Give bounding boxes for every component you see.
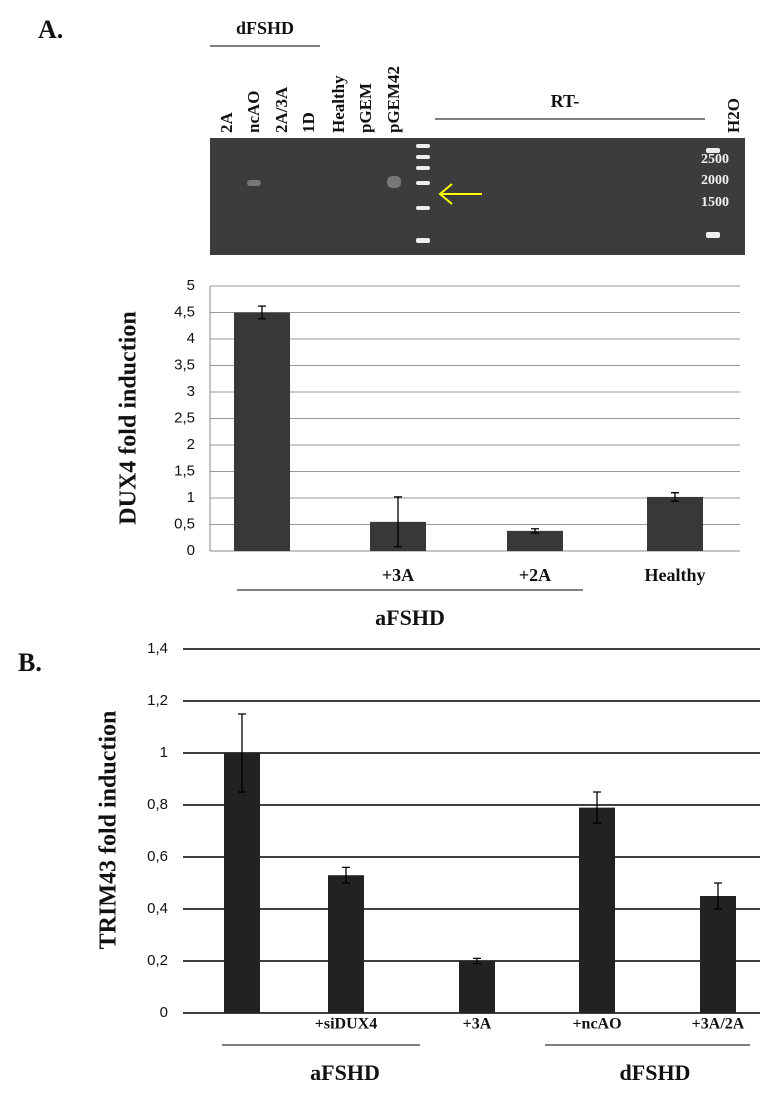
error-bar [714,882,722,910]
lane-label: 2A [217,112,236,134]
bar [459,961,495,1013]
y-axis-title: DUX4 fold induction [116,311,142,524]
x-tick-label: +3A/2A [692,1016,745,1033]
y-tick-label: 2,5 [174,409,195,426]
marker-label: 2000 [701,173,729,188]
group-label: aFSHD [310,1060,380,1085]
y-tick-label: 0,8 [147,796,168,813]
y-tick-label: 3,5 [174,356,195,373]
panel-label: A. [38,15,63,44]
gel-band [247,180,261,186]
arrow [438,183,482,205]
y-tick-label: 1 [187,489,195,506]
y-tick-label: 0 [160,1004,168,1021]
lane-label: H2O [724,98,743,133]
error-bar [238,713,246,793]
bar [700,896,736,1013]
x-tick-label: +3A [382,565,414,585]
y-tick-label: 2 [187,436,195,453]
gel-image [210,138,745,255]
error-bar [394,496,402,548]
error-bar [473,957,481,965]
bar [328,875,364,1013]
bar [224,753,260,1013]
x-tick-label: Healthy [645,565,706,585]
error-bar [671,492,679,502]
y-tick-label: 0,4 [147,900,168,917]
bar [507,530,563,551]
y-tick-label: 1,4 [147,640,168,657]
y-tick-label: 5 [187,277,195,294]
x-tick-label: +3A [463,1016,492,1033]
y-tick-label: 1 [160,744,168,761]
x-tick-label: +siDUX4 [315,1016,377,1033]
gel-group-label: dFSHD [236,18,294,38]
x-tick-label: +ncAO [572,1016,621,1033]
y-tick-label: 0,5 [174,515,195,532]
lane-label: 2A/3A [272,86,291,133]
gel-band [387,176,401,188]
error-bar [531,528,539,534]
group-label: aFSHD [375,605,445,630]
y-tick-label: 0 [187,542,195,559]
lane-label: pGEM [356,83,375,133]
lane-label: Healthy [329,75,348,133]
y-tick-label: 3 [187,383,195,400]
bar [647,496,703,551]
lane-label: ncAO [244,91,263,134]
y-tick-label: 1,5 [174,462,195,479]
rt-label: RT- [551,91,580,111]
panel-label: B. [18,648,42,677]
ladder [416,144,720,243]
y-tick-label: 0,2 [147,952,168,969]
bar [579,807,615,1013]
lane-label: 1D [299,112,318,133]
error-bar [342,866,350,884]
group-label: dFSHD [620,1060,691,1085]
error-bar [593,791,601,824]
lane-label: pGEM42 [384,66,403,133]
marker-label: 1500 [701,195,729,210]
marker-label: 2500 [701,152,729,167]
error-bar [258,305,266,320]
y-tick-label: 4,5 [174,303,195,320]
y-tick-label: 4 [187,330,195,347]
x-tick-label: +2A [519,565,551,585]
bar [234,312,290,551]
y-axis-title: TRIM43 fold induction [96,711,122,950]
y-tick-label: 1,2 [147,692,168,709]
y-tick-label: 0,6 [147,848,168,865]
